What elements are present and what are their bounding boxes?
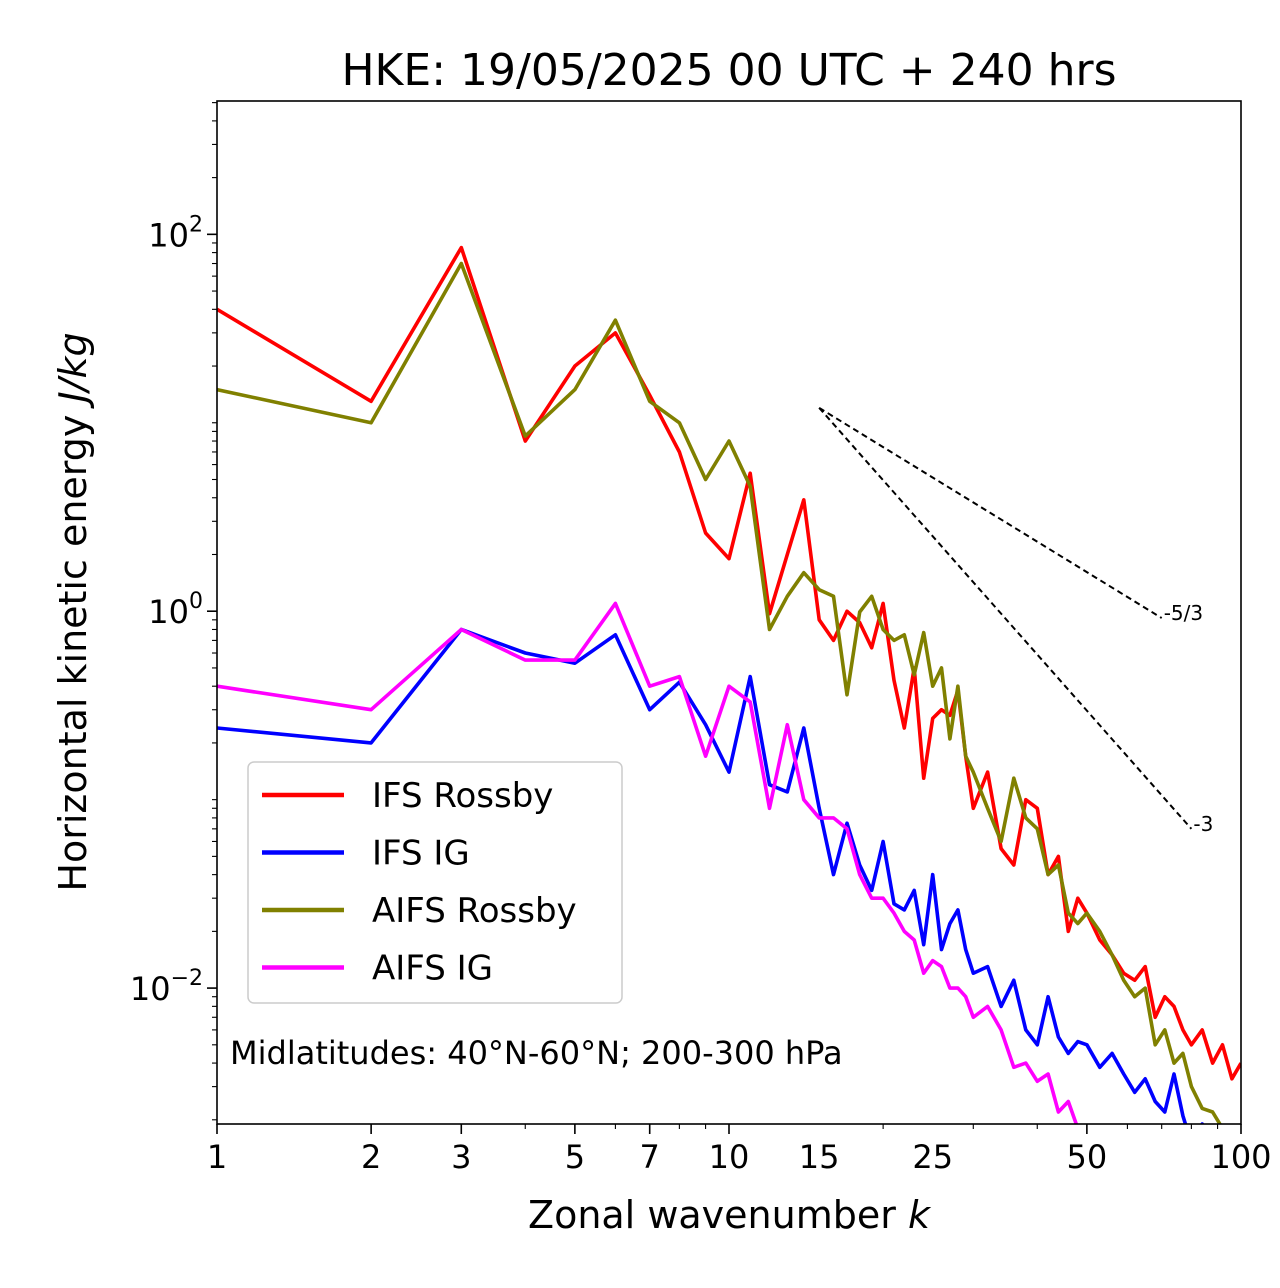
legend-label-3: AIFS IG (372, 949, 493, 989)
reference-slopes: -5/3 -3 (818, 406, 1213, 836)
x-tick-label: 50 (1067, 1138, 1108, 1176)
series-line-2 (217, 261, 1222, 1124)
y-axis-label-text: Horizontal kinetic energy (51, 403, 95, 892)
x-tick-label: 7 (640, 1138, 660, 1176)
y-axis-label-unit: J/kg (51, 332, 95, 409)
x-tick-label: 2 (361, 1138, 381, 1176)
x-axis: 1 2 3 5 7 10 15 25 50 100 (207, 1124, 1272, 1176)
reference-label-0: -5/3 (1164, 601, 1203, 625)
plot-area (217, 245, 1241, 1124)
y-tick-label: 102 (148, 212, 203, 254)
legend-box (247, 761, 623, 1004)
x-tick-label: 1 (207, 1138, 227, 1176)
reference-label-1: -3 (1193, 812, 1213, 836)
legend-label-1: IFS IG (372, 834, 470, 874)
series-line-1 (217, 627, 1205, 1124)
x-axis-label: Zonal wavenumber k (528, 1193, 932, 1237)
x-tick-label: 3 (451, 1138, 471, 1176)
x-tick-label: 10 (709, 1138, 750, 1176)
chart-title: HKE: 19/05/2025 00 UTC + 240 hrs (341, 45, 1116, 96)
legend: IFS Rossby IFS IG AIFS Rossby AIFS IG (247, 761, 623, 1004)
x-axis-label-var: k (908, 1193, 932, 1237)
x-tick-label: 25 (912, 1138, 953, 1176)
region-annotation: Midlatitudes: 40°N-60°N; 200-300 hPa (230, 1034, 843, 1072)
y-tick-label: 100 (148, 589, 203, 631)
x-tick-label: 5 (565, 1138, 585, 1176)
y-axis-label: Horizontal kinetic energy J/kg (51, 332, 95, 891)
reference-line-1 (818, 407, 1193, 830)
legend-label-2: AIFS Rossby (372, 891, 577, 931)
y-axis: 10−2 100 102 (130, 102, 217, 1121)
y-tick-label: 10−2 (130, 966, 203, 1008)
series-line-3 (217, 601, 1079, 1124)
reference-line-0 (818, 406, 1163, 619)
x-tick-label: 100 (1210, 1138, 1271, 1176)
x-axis-label-text: Zonal wavenumber (528, 1193, 908, 1237)
legend-label-0: IFS Rossby (372, 776, 553, 816)
x-tick-label: 15 (799, 1138, 840, 1176)
